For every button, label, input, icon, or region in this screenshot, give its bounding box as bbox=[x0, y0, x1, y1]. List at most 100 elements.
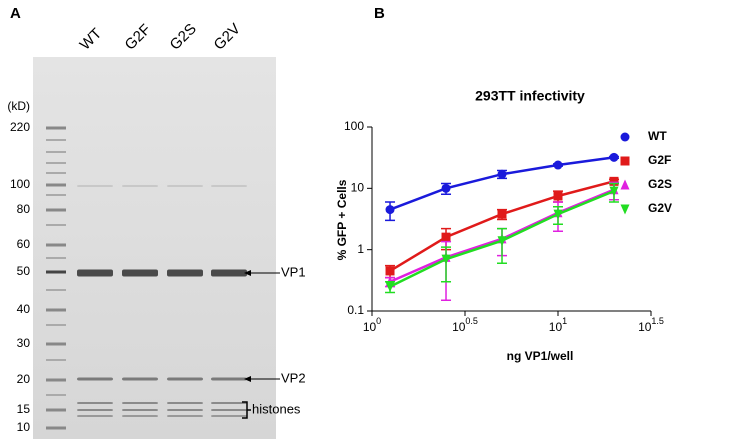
gel-band bbox=[122, 415, 158, 417]
y-tick-label: 100 bbox=[344, 119, 364, 133]
ladder-band bbox=[46, 270, 66, 274]
marker bbox=[497, 169, 507, 179]
marker-label: 15 bbox=[17, 402, 31, 416]
gel-band bbox=[211, 402, 247, 404]
ladder-band bbox=[46, 289, 66, 291]
x-tick-label: 100.5 bbox=[452, 316, 478, 334]
legend-marker bbox=[620, 179, 630, 190]
gel-band bbox=[77, 402, 113, 404]
marker bbox=[553, 160, 563, 170]
ladder-band bbox=[46, 408, 66, 412]
ladder-band bbox=[46, 151, 66, 153]
ladder-band bbox=[46, 183, 66, 187]
gel-band bbox=[122, 409, 158, 411]
marker-label: 80 bbox=[17, 202, 31, 216]
marker-label: 50 bbox=[17, 264, 31, 278]
bracket bbox=[242, 401, 251, 419]
x-tick-label: 101 bbox=[549, 316, 567, 334]
gel-band bbox=[167, 377, 203, 381]
marker bbox=[441, 232, 451, 242]
fit-line bbox=[389, 156, 615, 211]
lane-label: G2S bbox=[167, 20, 200, 53]
marker-label: 40 bbox=[17, 302, 31, 316]
marker-label: 30 bbox=[17, 336, 31, 350]
marker bbox=[385, 266, 395, 276]
gel-band bbox=[77, 269, 113, 277]
legend-marker bbox=[620, 132, 630, 142]
gel-band bbox=[122, 185, 158, 187]
ladder-band bbox=[46, 324, 66, 326]
chart-title: 293TT infectivity bbox=[475, 88, 585, 104]
legend-label: G2V bbox=[648, 201, 672, 215]
marker bbox=[609, 152, 619, 162]
marker bbox=[441, 254, 451, 265]
y-tick-label: 0.1 bbox=[347, 303, 364, 317]
marker-label: 100 bbox=[10, 177, 30, 191]
marker bbox=[441, 183, 451, 193]
marker-label: 60 bbox=[17, 237, 31, 251]
arrow-head bbox=[244, 270, 251, 276]
x-tick-exponent: 1 bbox=[562, 316, 567, 326]
x-tick-exponent: 0.5 bbox=[465, 316, 478, 326]
gel-band bbox=[122, 402, 158, 404]
gel bbox=[33, 57, 276, 439]
lane-label: G2F bbox=[122, 21, 155, 54]
y-tick-label: 10 bbox=[351, 181, 365, 195]
gel-band bbox=[122, 377, 158, 381]
marker bbox=[497, 209, 507, 219]
marker bbox=[553, 191, 563, 201]
panel-label: B bbox=[374, 5, 385, 22]
gel-band bbox=[167, 402, 203, 404]
lane-label: G2V bbox=[211, 20, 244, 53]
arrow-head bbox=[244, 376, 251, 382]
gel-band bbox=[167, 269, 203, 277]
x-tick-exponent: 1.5 bbox=[651, 316, 664, 326]
ladder-band bbox=[46, 257, 66, 259]
marker bbox=[385, 205, 395, 215]
gel-band bbox=[167, 185, 203, 187]
ladder-band bbox=[46, 126, 66, 130]
ladder-band bbox=[46, 224, 66, 226]
lane-label: WT bbox=[77, 25, 106, 54]
marker bbox=[553, 209, 563, 220]
ladder-band bbox=[46, 394, 66, 396]
ladder-band bbox=[46, 378, 66, 382]
y-tick-label: 1 bbox=[357, 242, 364, 256]
legend-marker bbox=[620, 156, 630, 166]
gel-band bbox=[77, 415, 113, 417]
marker-label: 220 bbox=[10, 120, 30, 134]
gel-band bbox=[211, 185, 247, 187]
ladder-band bbox=[46, 139, 66, 141]
legend-label: WT bbox=[648, 129, 667, 143]
x-tick-exponent: 0 bbox=[376, 316, 381, 326]
x-tick-base: 10 bbox=[363, 320, 377, 334]
gel-band bbox=[211, 269, 247, 277]
x-tick-label: 101.5 bbox=[638, 316, 664, 334]
x-tick-label: 100 bbox=[363, 316, 381, 334]
unit-label: (kD) bbox=[7, 99, 30, 113]
marker-label: 20 bbox=[17, 372, 31, 386]
gel-band bbox=[77, 409, 113, 411]
band-label: VP1 bbox=[281, 264, 306, 279]
legend-label: G2F bbox=[648, 153, 671, 167]
x-tick-base: 10 bbox=[452, 320, 466, 334]
marker bbox=[609, 186, 619, 197]
legend-label: G2S bbox=[648, 177, 672, 191]
gel-band bbox=[77, 377, 113, 381]
gel-band bbox=[77, 185, 113, 187]
gel-band bbox=[167, 409, 203, 411]
marker bbox=[497, 236, 507, 247]
ladder-band bbox=[46, 359, 66, 361]
band-label: histones bbox=[252, 401, 301, 416]
gel-band bbox=[211, 377, 247, 381]
band-label: VP2 bbox=[281, 370, 306, 385]
x-tick-base: 10 bbox=[549, 320, 563, 334]
y-axis-title: % GFP + Cells bbox=[335, 179, 349, 260]
marker-label: 10 bbox=[17, 420, 31, 434]
ladder-band bbox=[46, 308, 66, 312]
ladder-band bbox=[46, 194, 66, 196]
x-axis-title: ng VP1/well bbox=[507, 349, 574, 363]
ladder-band bbox=[46, 342, 66, 346]
gel-band bbox=[211, 409, 247, 411]
